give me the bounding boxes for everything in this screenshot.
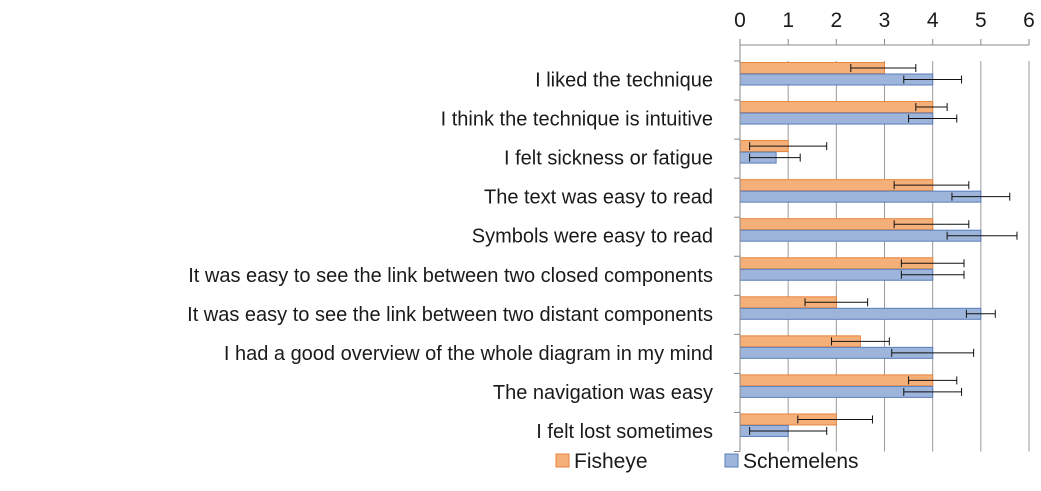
category-label: I felt lost sometimes (536, 421, 713, 443)
category-label: It was easy to see the link between two … (188, 265, 713, 287)
legend-swatch-schemelens (724, 453, 739, 468)
category-label: The navigation was easy (493, 382, 713, 404)
bar-schemelens (739, 112, 934, 125)
x-tick-label: 6 (1023, 9, 1035, 32)
category-label: I felt sickness or fatigue (504, 148, 713, 170)
category-labels: I liked the technique I think the techniq… (187, 70, 713, 443)
axis-layer: 0 1 2 3 4 5 6 (734, 9, 1035, 452)
bar-fisheye (739, 101, 934, 114)
x-tick-label: 2 (830, 9, 842, 32)
category-label: The text was easy to read (484, 187, 713, 209)
category-label: I had a good overview of the whole diagr… (224, 343, 713, 365)
bar-schemelens (739, 190, 982, 203)
legend-label-schemelens: Schemelens (743, 450, 859, 473)
x-tick-label: 0 (734, 9, 746, 32)
bar-fisheye (739, 374, 934, 387)
x-tick-label: 1 (782, 9, 794, 32)
legend: Fisheye Schemelens (555, 450, 859, 473)
legend-swatch-fisheye (555, 453, 570, 468)
error-bars-layer (749, 64, 1018, 435)
bar-schemelens (739, 229, 982, 242)
category-label: It was easy to see the link between two … (187, 304, 713, 326)
category-label: I liked the technique (535, 70, 713, 92)
bar-schemelens (739, 307, 982, 320)
legend-label-fisheye: Fisheye (574, 450, 648, 473)
category-label: Symbols were easy to read (472, 226, 713, 248)
category-label: I think the technique is intuitive (441, 109, 713, 131)
x-tick-label: 3 (879, 9, 891, 32)
x-tick-label: 4 (927, 9, 939, 32)
x-tick-label: 5 (975, 9, 987, 32)
